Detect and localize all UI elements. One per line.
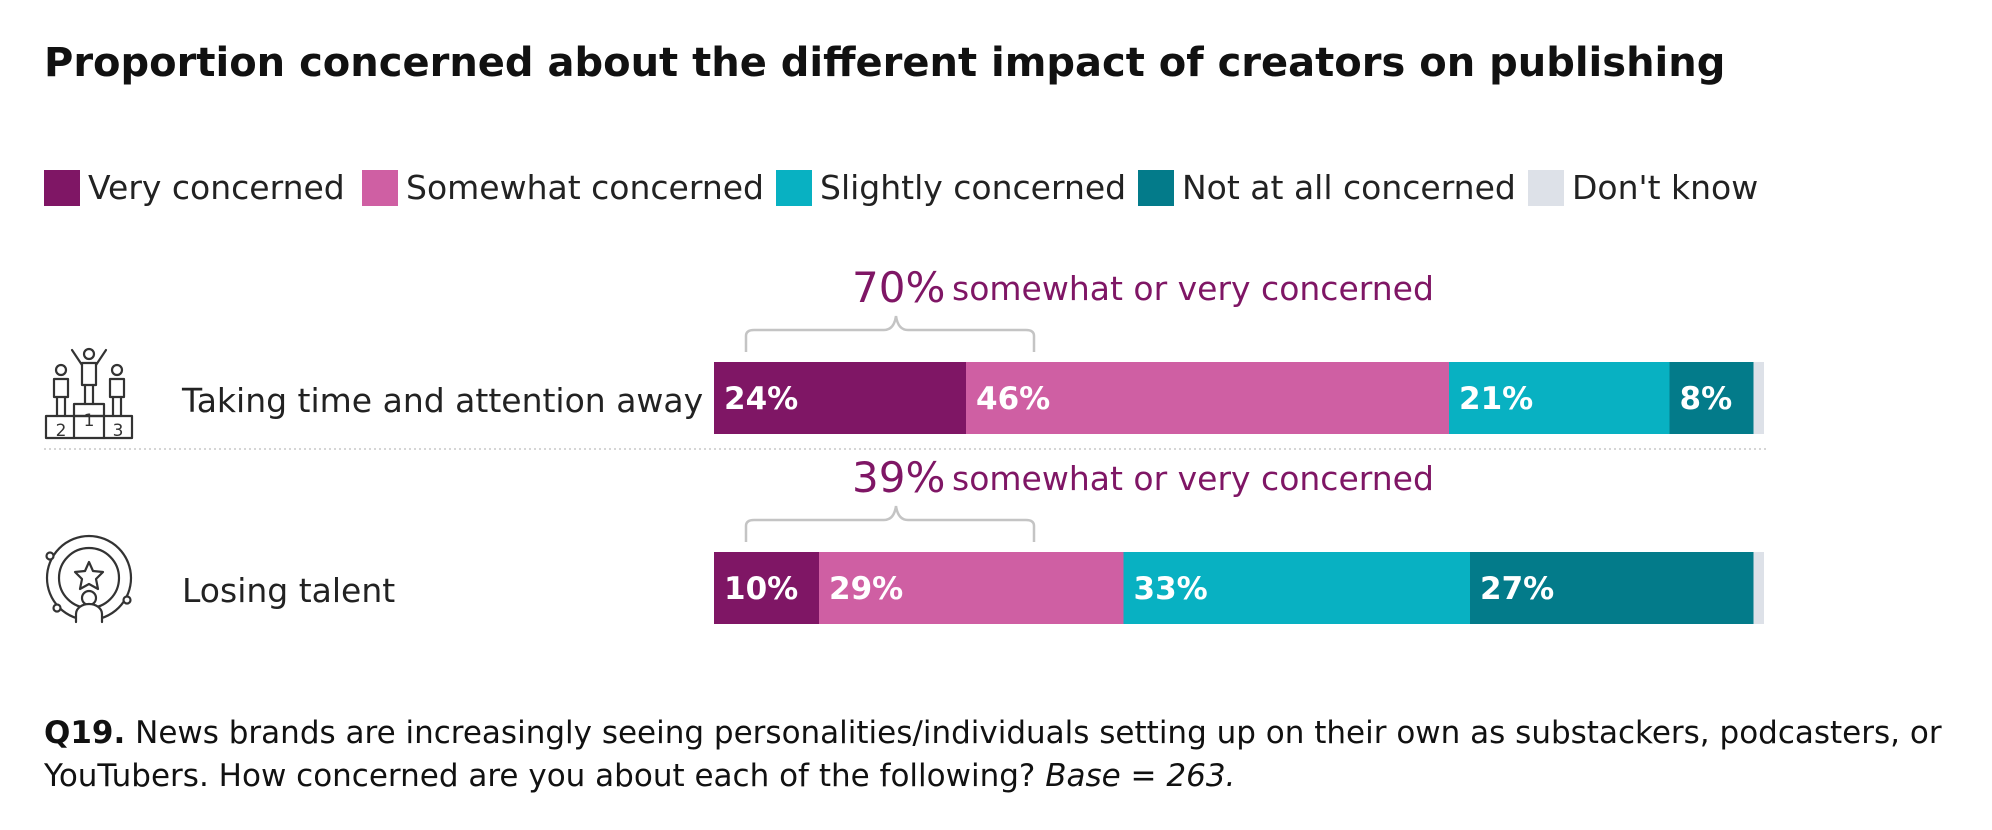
legend-label-somewhat-concerned: Somewhat concerned [406,168,764,207]
podium-icon: 2 1 3 [44,347,134,441]
legend-swatch-slightly-concerned [776,170,812,206]
legend-label-very-concerned: Very concerned [88,168,345,207]
svg-text:2: 2 [56,421,67,441]
bar-taking-time-and-attention-away-slightly-concerned [1449,362,1670,434]
talent-star-person-icon [45,534,133,624]
legend-label-not-at-all-concerned: Not at all concerned [1182,168,1516,207]
bar-taking-time-and-attention-away-don-t-know [1753,362,1764,434]
bar-losing-talent-very-concerned [714,552,819,624]
bar-label-taking-time-and-attention-away-very-concerned: 24% [724,381,798,417]
bar-losing-talent-not-at-all-concerned [1470,552,1754,624]
bar-losing-talent-don-t-know [1753,552,1764,624]
bar-label-losing-talent-slightly-concerned: 33% [1134,571,1208,607]
annotation-bracket-2 [744,505,1036,542]
chart-title: Proportion concerned about the different… [44,40,1725,86]
row-label-losing-talent: Losing talent [182,571,395,610]
legend-swatch-don-t-know [1528,170,1564,206]
bar-losing-talent-slightly-concerned [1123,552,1470,624]
bar-label-losing-talent-very-concerned: 10% [724,571,798,607]
bar-taking-time-and-attention-away-somewhat-concerned [966,362,1449,434]
row-label-taking-time-and-attention-away: Taking time and attention away [181,381,703,420]
bar-label-taking-time-and-attention-away-somewhat-concerned: 46% [976,381,1050,417]
bar-label-losing-talent-somewhat-concerned: 29% [829,571,903,607]
footnote-text: News brands are increasingly seeing pers… [44,715,1942,794]
annotation-text-2: somewhat or very concerned [952,459,1434,498]
footnote-question-id: Q19. [44,715,126,751]
bar-taking-time-and-attention-away-very-concerned [714,362,966,434]
annotation-percent-2: 39% [852,453,945,502]
legend-label-slightly-concerned: Slightly concerned [820,168,1126,207]
legend-swatch-somewhat-concerned [362,170,398,206]
bar-taking-time-and-attention-away-not-at-all-concerned [1669,362,1754,434]
bar-label-losing-talent-not-at-all-concerned: 27% [1480,571,1554,607]
bar-label-taking-time-and-attention-away-not-at-all-concerned: 8% [1680,381,1733,417]
annotation-text-1: somewhat or very concerned [952,269,1434,308]
legend-swatch-very-concerned [44,170,80,206]
bar-label-taking-time-and-attention-away-slightly-concerned: 21% [1459,381,1533,417]
footnote: Q19. News brands are increasingly seeing… [44,712,1964,798]
svg-text:3: 3 [113,421,124,441]
footnote-base: Base = 263. [1045,758,1236,794]
legend: Very concerned Somewhat concerned Slightly… [44,168,1758,207]
bar-losing-talent-somewhat-concerned [819,552,1124,624]
bars: Taking time and attention away 24% 46% 21% 8… [44,263,1768,624]
legend-label-don-t-know: Don't know [1572,168,1758,207]
legend-swatch-not-at-all-concerned [1138,170,1174,206]
annotation-percent-1: 70% [852,263,945,312]
annotation-bracket-1 [744,315,1036,352]
svg-text:1: 1 [84,411,95,431]
